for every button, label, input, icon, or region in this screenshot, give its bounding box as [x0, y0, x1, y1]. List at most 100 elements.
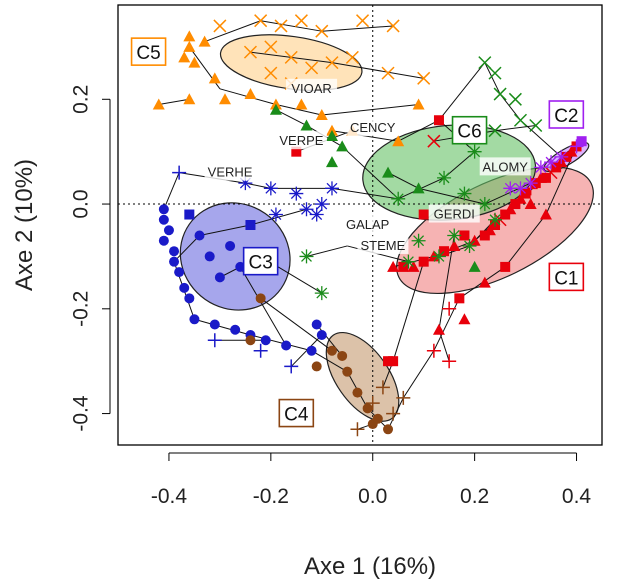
edge — [397, 119, 440, 142]
data-point — [316, 330, 327, 340]
data-point — [194, 230, 205, 241]
edge — [260, 297, 333, 352]
data-point — [417, 71, 431, 85]
data-point — [386, 19, 400, 33]
data-point — [189, 314, 200, 325]
data-point — [520, 188, 531, 199]
species-label: ALOMY — [479, 157, 531, 176]
data-point — [544, 155, 559, 170]
data-point — [264, 40, 278, 54]
data-point — [529, 118, 543, 133]
cluster-label-text: C1 — [554, 268, 578, 289]
data-point — [362, 403, 373, 414]
data-point — [244, 88, 257, 100]
data-point — [554, 149, 569, 164]
species-label-text: GALAP — [346, 217, 389, 232]
data-point — [442, 301, 457, 316]
cluster-label-text: C2 — [554, 106, 578, 127]
data-point — [447, 228, 462, 243]
data-point — [336, 140, 349, 152]
data-point — [468, 260, 481, 272]
species-label-bg — [204, 162, 256, 181]
data-point — [169, 256, 180, 267]
data-point — [152, 98, 165, 110]
edge — [158, 98, 190, 106]
data-point — [488, 66, 502, 80]
cluster-label-box — [548, 262, 585, 292]
cluster-ellipses — [179, 34, 594, 422]
edge — [275, 104, 322, 116]
ellipse-c3 — [179, 202, 291, 311]
species-label-bg — [286, 78, 338, 97]
data-point — [263, 181, 278, 196]
data-point — [426, 343, 441, 358]
data-point — [188, 56, 201, 68]
data-point — [274, 19, 288, 33]
edge — [260, 20, 322, 32]
data-point — [513, 181, 528, 196]
data-point — [365, 396, 380, 411]
edge — [387, 172, 419, 189]
cluster-label-text: C6 — [457, 122, 481, 143]
data-point — [325, 56, 339, 70]
data-point — [225, 240, 236, 251]
edge — [438, 62, 486, 121]
species-label-bg — [342, 215, 394, 233]
edge — [341, 146, 399, 200]
edge — [245, 182, 271, 189]
data-point — [372, 413, 383, 424]
data-point — [305, 61, 319, 75]
cluster-labels: C1 C2 C3 C4 C5 C6 — [130, 37, 585, 428]
edge — [173, 235, 200, 263]
data-point — [209, 319, 220, 330]
data-point — [299, 202, 314, 217]
data-point — [315, 109, 328, 120]
data-point — [442, 354, 457, 369]
data-point — [513, 113, 528, 127]
cluster-label-text: C5 — [136, 43, 160, 64]
data-point — [412, 182, 425, 194]
data-point — [488, 212, 503, 227]
species-label-bg — [479, 157, 531, 176]
y-tick-label: 0.0 — [69, 189, 92, 218]
species-label-text: GERDI — [434, 207, 475, 222]
data-point — [479, 230, 490, 241]
data-point — [178, 51, 191, 63]
data-point — [439, 246, 450, 257]
data-point — [383, 424, 394, 435]
edge — [321, 104, 419, 116]
data-point — [207, 333, 222, 348]
data-point — [337, 350, 348, 361]
data-point — [213, 19, 227, 33]
edge — [290, 334, 323, 367]
data-point — [383, 356, 394, 367]
data-point — [508, 92, 522, 106]
edge — [433, 298, 460, 351]
edge — [504, 214, 547, 268]
data-point — [311, 361, 322, 372]
y-axis-title: Axe 2 (10%) — [11, 159, 38, 291]
data-point — [539, 208, 552, 220]
data-point — [356, 14, 370, 28]
data-point — [243, 45, 257, 59]
edge — [199, 224, 251, 236]
data-point — [427, 134, 441, 148]
species-label-text: ALOMY — [482, 159, 528, 174]
data-point — [174, 267, 185, 278]
data-point — [218, 93, 231, 105]
data-point — [448, 239, 461, 251]
data-point — [172, 165, 187, 180]
data-point — [314, 197, 329, 212]
edge — [321, 25, 394, 32]
species-label: CENCY — [347, 118, 399, 137]
data-point — [238, 176, 253, 191]
species-label-text: VERHE — [208, 165, 253, 180]
data-point — [388, 356, 399, 367]
data-point — [208, 72, 221, 84]
data-point — [533, 160, 548, 175]
cluster-label-c5: C5 — [130, 37, 167, 66]
species-label-text: CENCY — [350, 120, 396, 135]
data-point — [524, 198, 537, 210]
edge — [331, 62, 424, 79]
data-point — [510, 199, 521, 210]
